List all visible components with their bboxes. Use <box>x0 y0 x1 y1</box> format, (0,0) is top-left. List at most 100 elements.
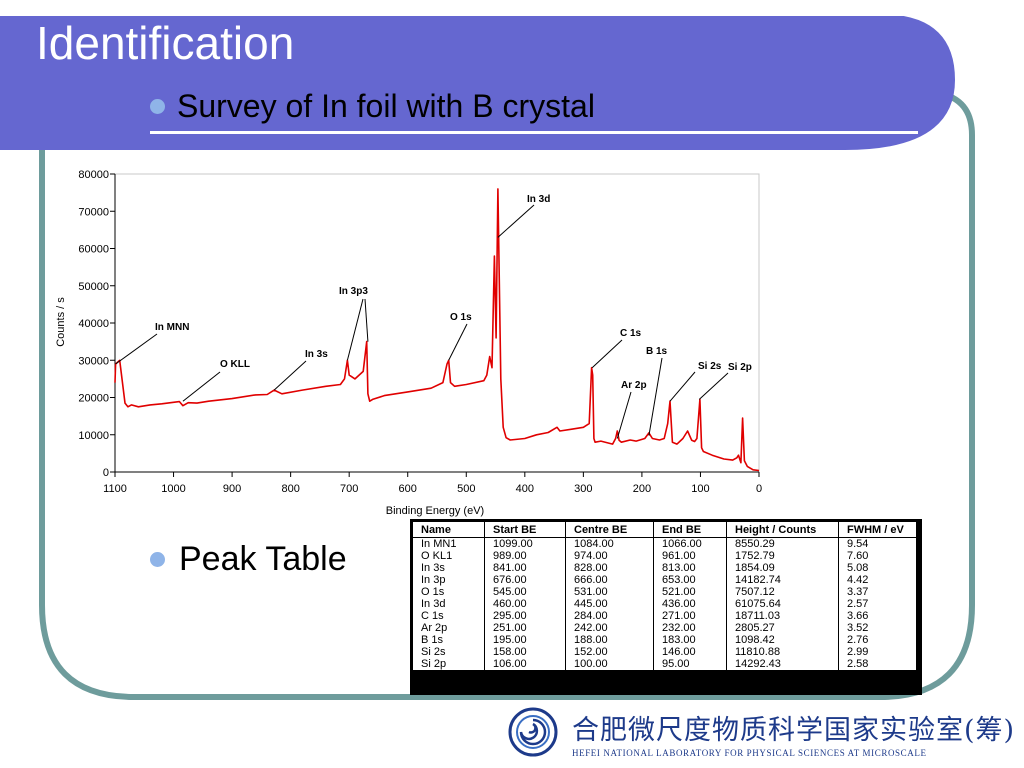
bullet-dot-icon <box>150 99 165 114</box>
table-cell: 4.42 <box>838 574 917 586</box>
annotation-label: In 3d <box>527 194 550 205</box>
table-cell: 974.00 <box>565 550 654 562</box>
table-cell: 3.66 <box>838 610 917 622</box>
peak-table-header-cell: FWHM / eV <box>838 521 917 538</box>
table-cell: 653.00 <box>653 574 727 586</box>
peak-table-header-cell: Name <box>412 521 485 538</box>
table-cell: 961.00 <box>653 550 727 562</box>
y-tick-label: 30000 <box>78 355 109 367</box>
annotation-label: B 1s <box>646 346 668 357</box>
x-axis-label: Binding Energy (eV) <box>386 505 484 517</box>
y-tick-label: 80000 <box>78 169 109 181</box>
x-tick-label: 800 <box>281 483 299 495</box>
lab-name-english: HEFEI NATIONAL LABORATORY FOR PHYSICAL S… <box>572 748 927 758</box>
annotation-leader <box>669 371 696 402</box>
table-cell: Si 2p <box>412 658 485 670</box>
table-cell: 676.00 <box>484 574 566 586</box>
table-cell: 95.00 <box>653 658 727 670</box>
table-row: Ar 2p 251.00 242.00 232.00 2805.27 3.52 <box>412 622 917 634</box>
annotation-leader <box>115 333 158 365</box>
table-cell: In 3s <box>412 562 485 574</box>
table-cell: Si 2s <box>412 646 485 658</box>
table-row: In 3s 841.00 828.00 813.00 1854.09 5.08 <box>412 562 917 574</box>
peak-table: Name Start BE Centre BE End BE Height / Coun… <box>412 521 917 670</box>
table-cell: 8550.29 <box>726 537 839 550</box>
table-cell: 828.00 <box>565 562 654 574</box>
annotation-leader <box>364 298 369 342</box>
annotation-label: In MNN <box>155 322 189 333</box>
annotation-label: Si 2p <box>728 362 752 373</box>
table-cell: 1099.00 <box>484 537 566 550</box>
title-bar-top-band <box>0 0 1024 16</box>
table-cell: 531.00 <box>565 586 654 598</box>
table-row: In MN1 1099.00 1084.00 1066.00 8550.29 9.54 <box>412 537 917 550</box>
chart-annotations: In MNN O KLL In 3s In 3p3 O 1s In 3d C 1s B 1s A… <box>115 194 752 439</box>
table-cell: 1066.00 <box>653 537 727 550</box>
table-cell: 1084.00 <box>565 537 654 550</box>
logo-banner <box>500 703 1024 768</box>
annotation-label: O KLL <box>220 359 250 370</box>
table-cell: 14292.43 <box>726 658 839 670</box>
table-cell: O KL1 <box>412 550 485 562</box>
plot-frame <box>114 173 760 473</box>
table-cell: 3.37 <box>838 586 917 598</box>
table-cell: 521.00 <box>653 586 727 598</box>
table-cell: 152.00 <box>565 646 654 658</box>
table-cell: 18711.03 <box>726 610 839 622</box>
table-row: C 1s 295.00 284.00 271.00 18711.03 3.66 <box>412 610 917 622</box>
table-cell: 1098.42 <box>726 634 839 646</box>
x-tick-label: 700 <box>340 483 358 495</box>
table-cell: 460.00 <box>484 598 566 610</box>
y-tick-label: 50000 <box>78 281 109 293</box>
table-cell: 445.00 <box>565 598 654 610</box>
x-tick-label: 300 <box>574 483 592 495</box>
peak-table-header-cell: Height / Counts <box>726 521 839 538</box>
x-tick-label: 0 <box>756 483 762 495</box>
lab-name-chinese: 合肥微尺度物质科学国家实验室(筹) <box>572 715 1016 746</box>
table-cell: 841.00 <box>484 562 566 574</box>
y-axis-label: Counts / s <box>55 297 67 347</box>
bullet-survey-text: Survey of In foil with B crystal <box>177 88 595 124</box>
table-cell: 436.00 <box>653 598 727 610</box>
y-tick-label: 20000 <box>78 393 109 405</box>
peak-table-body: In MN1 1099.00 1084.00 1066.00 8550.29 9.54 O … <box>412 537 917 670</box>
title-bar <box>0 0 955 150</box>
x-tick-label: 100 <box>691 483 709 495</box>
table-row: O 1s 545.00 531.00 521.00 7507.12 3.37 <box>412 586 917 598</box>
x-tick-label: 200 <box>633 483 651 495</box>
annotation-label: In 3p3 <box>339 286 368 297</box>
lab-logo-icon <box>508 707 558 757</box>
peak-table-header-cell: Centre BE <box>565 521 654 538</box>
table-cell: 284.00 <box>565 610 654 622</box>
table-row: Si 2s 158.00 152.00 146.00 11810.88 2.99 <box>412 646 917 658</box>
table-cell: 158.00 <box>484 646 566 658</box>
table-cell: B 1s <box>412 634 485 646</box>
annotation-label: In 3s <box>305 349 328 360</box>
title-underline <box>150 131 918 134</box>
x-tick-label: 600 <box>399 483 417 495</box>
y-tick-label: 40000 <box>78 318 109 330</box>
table-cell: 1752.79 <box>726 550 839 562</box>
table-cell: 106.00 <box>484 658 566 670</box>
table-cell: 3.52 <box>838 622 917 634</box>
bullet-peak-table: Peak Table <box>150 540 347 579</box>
table-cell: 146.00 <box>653 646 727 658</box>
annotation-leader <box>448 323 468 361</box>
table-cell: 251.00 <box>484 622 566 634</box>
table-cell: Ar 2p <box>412 622 485 634</box>
table-cell: In MN1 <box>412 537 485 550</box>
annotation-leader <box>497 204 535 238</box>
annotation-leader <box>273 360 307 391</box>
x-tick-label: 1000 <box>161 483 185 495</box>
table-cell: 2.58 <box>838 658 917 670</box>
annotation-label: Ar 2p <box>621 380 647 391</box>
peak-table-header-cell: Start BE <box>484 521 566 538</box>
table-cell: 2.99 <box>838 646 917 658</box>
annotation-leader <box>616 391 632 439</box>
table-row: Si 2p 106.00 100.00 95.00 14292.43 2.58 <box>412 658 917 670</box>
y-tick-label: 70000 <box>78 206 109 218</box>
table-row: O KL1 989.00 974.00 961.00 1752.79 7.60 <box>412 550 917 562</box>
chart-series <box>114 188 760 472</box>
